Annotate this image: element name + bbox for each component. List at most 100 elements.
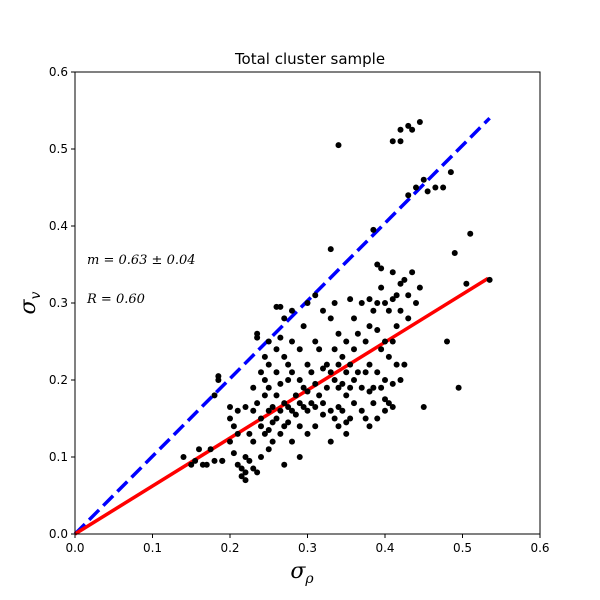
data-point — [389, 138, 396, 145]
data-point — [285, 403, 292, 410]
data-point — [323, 384, 330, 391]
y-tick-label: 0.5 — [49, 142, 68, 156]
data-point — [211, 392, 218, 399]
data-point — [382, 407, 388, 414]
slope-annotation: m = 0.63 ± 0.04 — [87, 253, 196, 268]
data-point — [242, 454, 249, 460]
data-point — [323, 361, 330, 368]
data-point — [382, 338, 388, 345]
y-tick-label: 0.0 — [49, 527, 68, 541]
data-point — [335, 384, 342, 391]
data-point — [277, 430, 284, 437]
data-point — [389, 269, 396, 276]
data-point — [370, 400, 377, 407]
data-point — [312, 380, 319, 387]
data-point — [273, 392, 280, 399]
data-point — [335, 423, 342, 430]
data-point — [320, 307, 326, 314]
data-point — [312, 423, 319, 430]
data-point — [444, 338, 450, 345]
data-point — [393, 361, 400, 368]
data-point — [242, 477, 249, 484]
data-point — [308, 369, 315, 376]
data-point — [242, 469, 249, 476]
data-point — [320, 365, 326, 372]
data-point — [354, 330, 361, 337]
data-point — [463, 280, 470, 287]
data-point — [254, 400, 261, 407]
data-point — [393, 292, 400, 299]
data-point — [432, 184, 439, 191]
data-point — [234, 461, 241, 468]
data-point — [296, 346, 303, 353]
data-point — [292, 392, 299, 399]
data-point — [312, 338, 319, 345]
data-point — [250, 407, 257, 414]
data-point — [258, 423, 264, 430]
data-point — [277, 380, 284, 387]
data-point — [389, 403, 396, 410]
data-point — [424, 188, 431, 195]
data-point — [331, 377, 338, 383]
data-point — [339, 380, 346, 387]
data-point — [261, 377, 268, 383]
data-point — [304, 407, 311, 414]
data-point — [385, 307, 392, 314]
data-point — [366, 423, 373, 430]
data-point — [320, 400, 326, 407]
data-point — [285, 377, 292, 383]
x-tick-label: 0.2 — [220, 541, 239, 555]
data-point — [227, 415, 233, 422]
data-point — [281, 400, 288, 407]
data-point — [378, 265, 385, 272]
data-point — [335, 142, 342, 149]
data-point — [366, 296, 373, 303]
x-tick-label: 0.3 — [298, 541, 317, 555]
data-point — [397, 307, 404, 314]
data-point — [351, 315, 357, 322]
y-tick-label: 0.6 — [49, 65, 68, 79]
data-point — [374, 415, 381, 422]
data-point — [362, 338, 369, 345]
data-point — [370, 307, 377, 314]
data-point — [351, 346, 357, 353]
data-point — [273, 369, 280, 376]
x-tick-label: 0.1 — [143, 541, 162, 555]
data-point — [246, 457, 253, 464]
data-point — [227, 403, 233, 410]
data-point — [351, 400, 357, 407]
data-point — [358, 300, 365, 306]
data-point — [281, 423, 288, 430]
data-point — [296, 454, 303, 460]
data-point — [196, 446, 202, 453]
data-point — [420, 403, 427, 410]
y-tick-label: 0.3 — [49, 296, 68, 310]
data-point — [304, 300, 311, 306]
data-point — [265, 384, 272, 391]
data-point — [289, 438, 295, 445]
y-tick-label: 0.1 — [49, 450, 68, 464]
data-point — [343, 392, 350, 399]
data-point — [385, 400, 392, 407]
data-point — [389, 338, 396, 345]
data-point — [207, 446, 214, 453]
data-point — [382, 300, 388, 306]
data-point — [296, 423, 303, 430]
x-ticks: 0.0 0.1 0.2 0.3 0.4 0.5 0.6 — [65, 534, 550, 555]
data-point — [335, 403, 342, 410]
data-point — [327, 407, 334, 414]
x-tick-label: 0.6 — [530, 541, 549, 555]
data-point — [273, 415, 280, 422]
data-point — [296, 400, 303, 407]
data-point — [327, 438, 334, 445]
y-axis-label-sub: v — [28, 291, 44, 299]
data-point — [250, 438, 257, 445]
data-point — [354, 369, 361, 376]
data-point — [366, 361, 373, 368]
data-point — [250, 465, 257, 472]
data-point — [289, 369, 295, 376]
data-point — [312, 403, 319, 410]
points-layer — [180, 119, 493, 484]
data-point — [269, 438, 276, 445]
